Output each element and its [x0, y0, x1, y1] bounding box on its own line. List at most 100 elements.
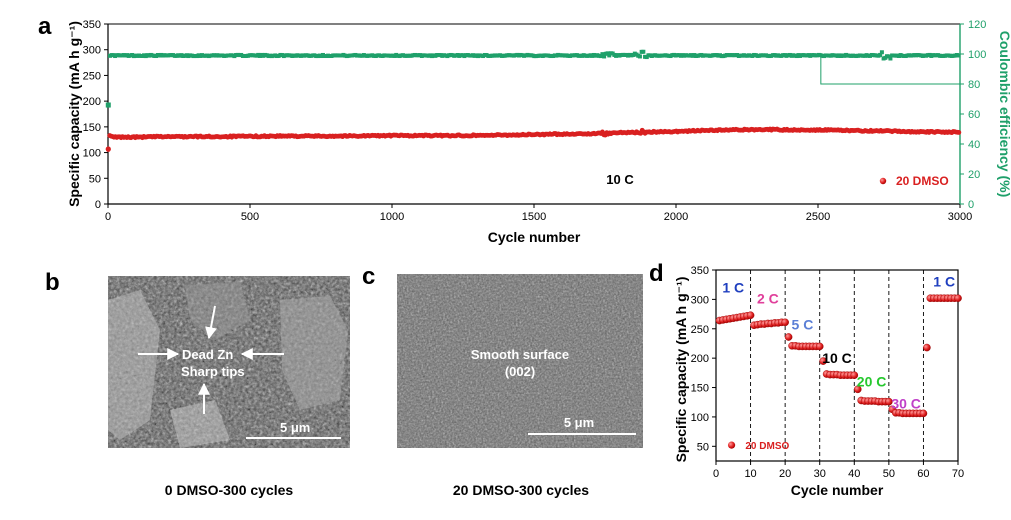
chart-d-x-tick-label: 60	[917, 468, 929, 480]
chart-d-point	[885, 397, 893, 406]
chart-d-rate-label: 20 C	[857, 373, 887, 389]
chart-d-y-tick-label: 350	[691, 265, 709, 277]
chart-d-rate-label: 5 C	[792, 316, 814, 332]
chart-d-point	[784, 333, 793, 341]
sem-c-scalebar-label: 5 μm	[564, 415, 594, 430]
chart-a-x-tick-label: 2000	[664, 211, 688, 223]
chart-a-ce-point	[600, 52, 605, 57]
chart-a-y2-tick-label: 100	[968, 49, 986, 61]
chart-d-rate-label: 1 C	[933, 273, 955, 289]
sem-b-scalebar-label: 5 μm	[280, 420, 310, 435]
chart-d-x-tick-label: 20	[779, 468, 791, 480]
chart-a-ce-point	[886, 54, 891, 59]
chart-d-point	[746, 311, 755, 320]
chart-d-rate-label: 30 C	[891, 396, 921, 412]
chart-d-rate-label: 2 C	[757, 290, 779, 306]
chart-d-y-tick-label: 200	[691, 353, 709, 365]
chart-a: 0 500 1000 1500 2000 2500 30000501001502002503…	[66, 19, 1011, 245]
chart-a-y-tick-label: 150	[83, 122, 101, 134]
chart-d: 0 10 20 30 40 50 60 70 50 100 150 200 250 300 350 Cycle…	[673, 265, 964, 498]
chart-d-point	[954, 294, 962, 303]
chart-d-rate-label: 10 C	[822, 350, 852, 366]
chart-d-x-tick-label: 40	[848, 468, 860, 480]
chart-d-ylabel: Specific capacity (mA h g⁻¹)	[673, 277, 689, 463]
chart-d-rate-label: 1 C	[722, 279, 744, 295]
chart-d-point	[919, 409, 928, 418]
chart-d-x-tick-label: 10	[744, 468, 756, 480]
sem-b-label-sharp-tips: Sharp tips	[181, 364, 245, 379]
chart-a-y-tick-label: 350	[83, 19, 101, 31]
chart-a-y2-tick-label: 0	[968, 199, 974, 211]
chart-d-frame	[715, 269, 959, 462]
chart-d-series-20dmso	[715, 294, 962, 418]
chart-a-ce-point	[607, 53, 612, 58]
chart-a-x-tick-label: 0	[105, 211, 111, 223]
caption-b: 0 DMSO-300 cycles	[165, 482, 294, 498]
sem-image-c: Smooth surface (002) 5 μm	[397, 274, 643, 448]
chart-a-capacity-point	[956, 130, 962, 135]
chart-d-point	[815, 342, 824, 351]
chart-a-legend-label: 20 DMSO	[896, 174, 949, 188]
chart-a-ce-point	[641, 49, 646, 54]
chart-a-y-tick-label: 100	[83, 148, 101, 160]
chart-a-ce-point	[888, 56, 893, 61]
chart-d-y-tick-label: 250	[691, 324, 709, 336]
chart-a-annotation: 10 C	[606, 172, 634, 187]
chart-a-y2label: Coulombic efficiency (%)	[997, 31, 1011, 197]
chart-a-xlabel: Cycle number	[488, 229, 581, 245]
chart-d-point	[819, 357, 827, 365]
chart-a-y-tick-label: 50	[89, 173, 101, 185]
chart-d-point	[850, 371, 859, 379]
chart-a-x-tick-label: 3000	[948, 211, 972, 223]
chart-d-point	[781, 318, 789, 327]
chart-a-x-tick-label: 1000	[380, 211, 404, 223]
chart-a-y-tick-label: 300	[83, 45, 101, 57]
panel-letter-d: d	[649, 260, 664, 287]
chart-d-y-tick-label: 150	[691, 383, 709, 395]
sem-b-label-dead-zn: Dead Zn	[182, 347, 233, 362]
chart-a-y2-tick-label: 120	[968, 19, 986, 31]
chart-a-capacity-first-point	[105, 146, 111, 152]
chart-a-x-tick-label: 2500	[806, 211, 830, 223]
chart-a-y-tick-label: 0	[95, 199, 101, 211]
caption-c: 20 DMSO-300 cycles	[453, 482, 589, 498]
chart-a-x-tick-label: 1500	[522, 211, 546, 223]
chart-a-ce-point	[605, 51, 610, 56]
chart-a-legend-marker	[879, 177, 887, 185]
chart-a-y-tick-label: 250	[83, 70, 101, 82]
chart-d-x-tick-label: 30	[814, 468, 826, 480]
chart-a-ce-point	[879, 50, 884, 55]
chart-d-legend-label: 20 DMSO	[745, 441, 789, 452]
chart-a-ce-point	[602, 54, 607, 59]
chart-d-x-tick-label: 70	[952, 468, 964, 480]
chart-d-y-tick-label: 100	[691, 412, 709, 424]
chart-a-ce-pointer	[820, 55, 960, 85]
chart-d-point	[853, 385, 862, 394]
chart-a-x-tick-label: 500	[241, 211, 259, 223]
chart-a-y2-tick-label: 20	[968, 169, 980, 181]
chart-d-y-tick-label: 300	[691, 294, 709, 306]
panel-letter-a: a	[38, 13, 52, 40]
panel-letter-b: b	[45, 269, 60, 296]
sem-c-label-002: (002)	[505, 364, 535, 379]
chart-d-xlabel: Cycle number	[791, 482, 884, 498]
chart-a-series-capacity	[105, 126, 962, 153]
chart-a-y-tick-label: 200	[83, 96, 101, 108]
panel-letter-c: c	[362, 263, 375, 290]
sem-c-label-smooth: Smooth surface	[471, 347, 569, 362]
chart-a-y2-tick-label: 60	[968, 109, 980, 121]
chart-d-x-tick-label: 50	[883, 468, 895, 480]
chart-d-legend-marker	[727, 441, 736, 449]
chart-a-ce-point	[637, 54, 642, 59]
chart-d-point	[923, 343, 931, 352]
chart-a-ce-first-point	[105, 102, 111, 108]
chart-d-x-tick-label: 0	[713, 468, 719, 480]
chart-a-y2-tick-label: 40	[968, 139, 980, 151]
chart-a-ylabel: Specific capacity (mA h g⁻¹)	[66, 21, 82, 207]
chart-a-series-ce	[105, 49, 961, 108]
sem-image-b: Dead Zn Sharp tips 5 μm	[108, 276, 350, 448]
chart-a-y2-tick-label: 80	[968, 79, 980, 91]
chart-a-ce-point	[878, 52, 883, 57]
chart-d-y-tick-label: 50	[697, 441, 709, 453]
